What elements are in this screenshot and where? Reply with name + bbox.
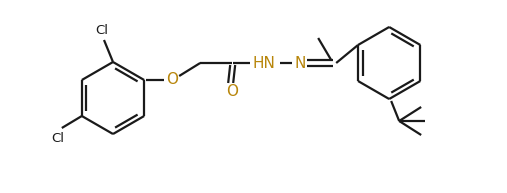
Text: N: N <box>295 56 306 70</box>
Text: Cl: Cl <box>95 24 108 36</box>
Text: O: O <box>226 84 238 98</box>
Text: Cl: Cl <box>51 131 64 145</box>
Text: O: O <box>166 73 178 87</box>
Text: HN: HN <box>252 56 276 70</box>
